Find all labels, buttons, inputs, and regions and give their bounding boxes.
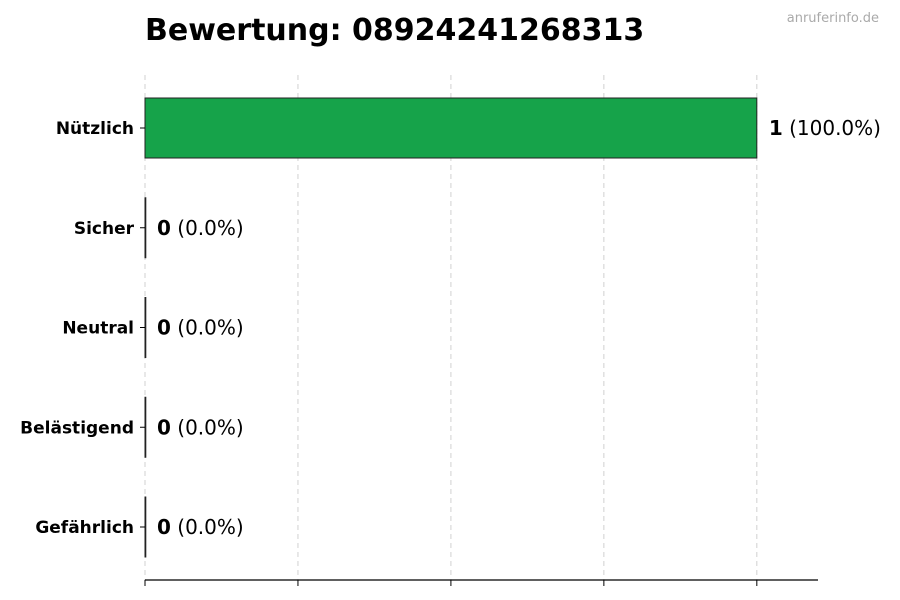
percent-value: (0.0%) bbox=[171, 316, 244, 340]
count-value: 0 bbox=[157, 415, 171, 439]
count-value: 0 bbox=[157, 216, 171, 240]
category-label: Gefährlich bbox=[35, 518, 134, 538]
bar bbox=[144, 97, 758, 159]
count-value: 0 bbox=[157, 316, 171, 340]
percent-value: (0.0%) bbox=[171, 216, 244, 240]
percent-value: (0.0%) bbox=[171, 415, 244, 439]
percent-value: (100.0%) bbox=[783, 116, 881, 140]
category-label: Sicher bbox=[74, 219, 135, 239]
data-label: 0 (0.0%) bbox=[157, 316, 244, 340]
data-label: 0 (0.0%) bbox=[157, 515, 244, 539]
count-value: 0 bbox=[157, 515, 171, 539]
category-label: Neutral bbox=[62, 319, 134, 339]
bar bbox=[144, 197, 147, 259]
watermark: anruferinfo.de bbox=[787, 11, 879, 26]
category-label: Nützlich bbox=[56, 119, 134, 139]
bar bbox=[144, 396, 147, 458]
data-label: 1 (100.0%) bbox=[769, 116, 881, 140]
bar bbox=[144, 297, 147, 358]
data-label: 0 (0.0%) bbox=[157, 415, 244, 439]
chart-title: Bewertung: 08924241268313 bbox=[145, 13, 644, 48]
category-label: Belästigend bbox=[20, 418, 134, 438]
data-label: 0 (0.0%) bbox=[157, 216, 244, 240]
percent-value: (0.0%) bbox=[171, 515, 244, 539]
count-value: 1 bbox=[769, 116, 783, 140]
bar bbox=[144, 496, 147, 558]
